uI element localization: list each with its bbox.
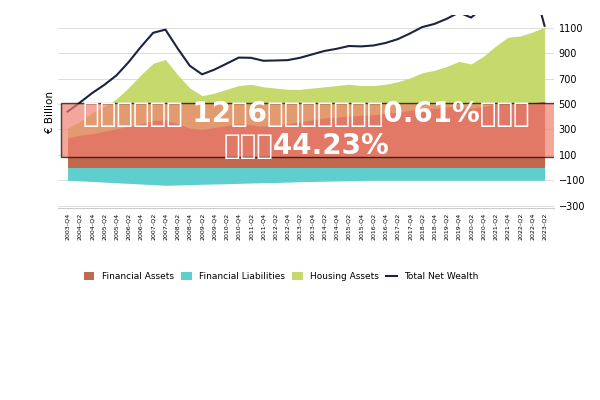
Y-axis label: € Billion: € Billion xyxy=(45,90,55,132)
FancyBboxPatch shape xyxy=(61,103,557,157)
Legend: Financial Assets, Financial Liabilities, Housing Assets, Total Net Wealth: Financial Assets, Financial Liabilities,… xyxy=(80,268,482,285)
Text: 股票市场杠杆 12月6日丽岛转債上涨0.61%，转股
溢价率44.23%: 股票市场杠杆 12月6日丽岛转債上涨0.61%，转股 溢价率44.23% xyxy=(83,100,529,160)
